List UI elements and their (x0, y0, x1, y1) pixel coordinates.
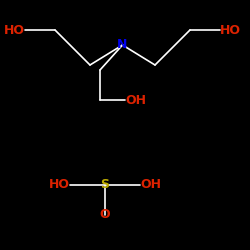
Text: HO: HO (220, 24, 241, 36)
Text: HO: HO (4, 24, 25, 36)
Text: N: N (117, 38, 128, 52)
Text: OH: OH (125, 94, 146, 106)
Text: O: O (100, 208, 110, 222)
Text: HO: HO (49, 178, 70, 192)
Text: S: S (100, 178, 110, 192)
Text: OH: OH (140, 178, 161, 192)
